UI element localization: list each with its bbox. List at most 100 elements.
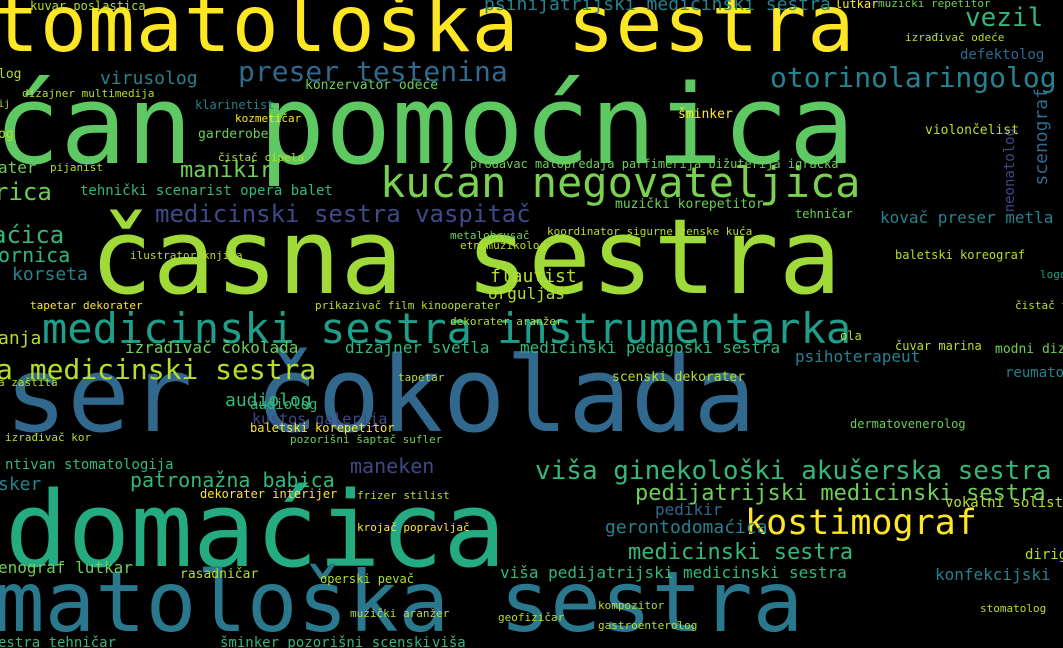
word: otorinolaringolog [770, 61, 1057, 94]
word: anja [0, 328, 42, 349]
word: kuvar poslastica [30, 0, 146, 13]
word: kustos galerija [252, 410, 388, 428]
word: gerontodomaćica [605, 517, 768, 538]
word: audiolog [250, 397, 318, 413]
word: preser testenina [238, 55, 508, 88]
word: muzički korepetitor [615, 197, 764, 212]
word: metalobrusač [450, 229, 530, 242]
word: krojač popravljač [357, 521, 470, 534]
word: rasadničar [180, 567, 259, 582]
word: prikazivač film kinooperater [315, 299, 501, 312]
word: manikir [180, 158, 273, 183]
word: a zaštita [0, 376, 58, 389]
word: kompozitor [598, 599, 665, 612]
word: a medicinski sestra [0, 353, 317, 386]
word: aćica [0, 221, 65, 249]
word: ola [840, 329, 862, 343]
word: šminker [678, 107, 733, 122]
word: ij [0, 99, 11, 110]
word: konzervator odeće [305, 78, 439, 93]
word: pozorišni šaptač sufler [290, 433, 443, 446]
word: kućan negovateljica [380, 158, 861, 207]
word: psihoterapeut [795, 347, 921, 366]
word: vezil [965, 3, 1044, 33]
word: domaćica [5, 469, 506, 591]
word: ntivan stomatologija [5, 457, 174, 473]
word: estra tehničar [0, 635, 117, 648]
word: scenograf [1031, 88, 1052, 186]
word: viša [432, 635, 466, 648]
word: frizer stilist [357, 489, 450, 502]
word: og [0, 127, 14, 142]
word: medicinski sestra vaspitač [155, 200, 531, 228]
word: izrađivač odeće [905, 31, 1005, 44]
word: vokalni solist [945, 495, 1063, 511]
word: lutkar [835, 0, 879, 11]
word: medicinski sestra [628, 540, 854, 565]
word: rica [0, 178, 52, 206]
word: viša ginekološki akušerska sestra [535, 456, 1052, 486]
word: reumatolog [1005, 365, 1063, 381]
word: baletski korepetitor [250, 421, 395, 435]
word: izrađivač čokolada [125, 338, 299, 357]
word: tomatološka sestra [0, 0, 856, 70]
word: kozmetičar [235, 112, 302, 125]
word: kostimograf [745, 503, 977, 543]
word: dermatovenerolog [850, 417, 966, 431]
word: ater [0, 158, 37, 177]
word: muzički repetitor [878, 0, 991, 10]
word: maneken [350, 454, 435, 478]
word: prodavac malopredaja parfimerija bižuter… [470, 157, 839, 171]
word: tehničar [795, 207, 853, 221]
word: čistač tepih [1015, 299, 1063, 312]
word: časna sestra [90, 196, 842, 318]
word: pedijatrijski medicinski sestra [635, 481, 1046, 506]
word: flautist [490, 266, 577, 287]
word: neonatolog [1002, 128, 1018, 213]
word: scenski dekorater [612, 370, 746, 385]
word: log [0, 67, 22, 82]
word: enograf lutkar [0, 558, 133, 577]
word: ćan pomoćnica [0, 61, 855, 189]
word: tehnički scenarist opera balet [80, 183, 333, 199]
word: šminker pozorišni scenski [220, 635, 431, 648]
word: violončelist [925, 123, 1019, 138]
word: tapetar [398, 371, 445, 384]
word: pijanist [50, 161, 103, 174]
word: audiolog [225, 390, 312, 411]
word: defektolog [960, 47, 1045, 63]
word: klarinetist [195, 98, 275, 112]
word: modni dize [995, 342, 1063, 357]
word: geofizičar [498, 611, 565, 624]
word: viša pedijatrijski medicinski sestra [500, 563, 847, 582]
word: koordinator sigurne ženske kuća [547, 225, 753, 238]
word: muzički aranžer [350, 607, 450, 620]
word: pedikir [655, 500, 723, 519]
word: konfekcijski [935, 565, 1051, 584]
word: dekorater interijer [200, 487, 338, 501]
word: garderober [198, 127, 277, 142]
word: medicinski pedagoški sestra [520, 338, 781, 357]
word: orguljaš [488, 284, 566, 303]
word: gastroenterolog [598, 619, 698, 632]
word: sker [0, 474, 42, 495]
word: korseta [12, 264, 88, 285]
word: logoped [1040, 268, 1063, 281]
word: eser čokolada [0, 334, 756, 456]
word: operski pevač [320, 572, 414, 586]
word: ilustrator knjiga [130, 249, 243, 262]
word: čuvar marina [895, 339, 982, 353]
word: medicinski sestra instrumentarka [42, 304, 852, 353]
word: izrađivač kor [5, 431, 92, 444]
word: baletski koreograf [895, 248, 1026, 262]
word: ornica [0, 243, 71, 267]
word: dizajner svetla [345, 338, 490, 357]
word: etnomuzikolog [460, 239, 547, 252]
word: kovač preser metla [880, 208, 1054, 227]
word: matološka sestra [0, 553, 804, 648]
word: tapetar dekorater [30, 299, 143, 312]
word: dekorater aranžer [450, 315, 563, 328]
word: čistač cipela [218, 151, 305, 164]
